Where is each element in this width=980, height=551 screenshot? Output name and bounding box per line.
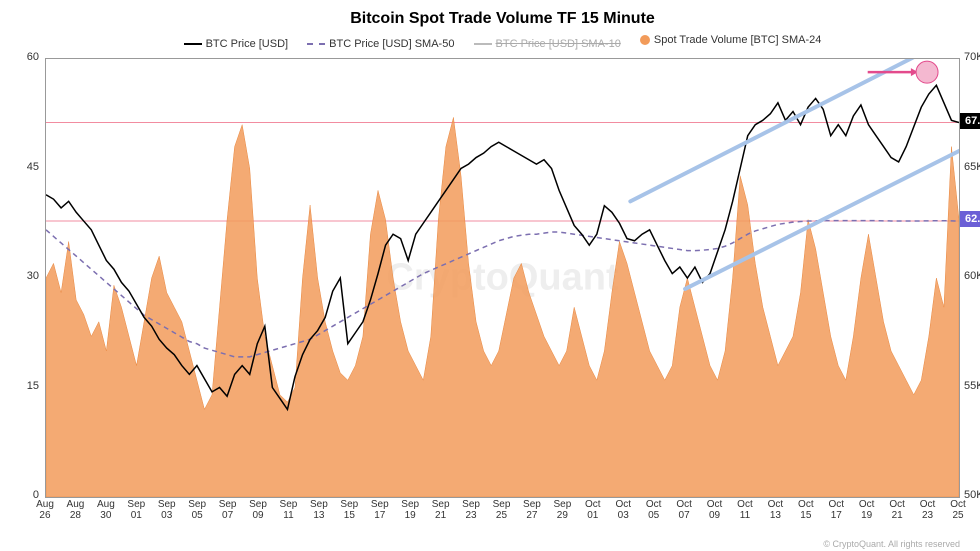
x-tick: Sep21 [432,499,450,521]
x-tick: Oct09 [707,499,723,521]
x-tick: Oct01 [585,499,601,521]
copyright-text: © CryptoQuant. All rights reserved [823,539,960,549]
legend-label: Spot Trade Volume [BTC] SMA-24 [654,34,822,46]
y-left-tick: 15 [27,380,39,392]
x-tick: Sep11 [280,499,298,521]
x-tick: Sep05 [188,499,206,521]
y-left-tick: 60 [27,51,39,63]
legend-volume: Spot Trade Volume [BTC] SMA-24 [640,34,822,46]
x-tick: Oct17 [828,499,844,521]
x-tick: Sep15 [340,499,358,521]
x-tick: Oct21 [889,499,905,521]
x-tick: Sep17 [371,499,389,521]
legend-line-icon [184,43,202,45]
y-left-tick: 45 [27,161,39,173]
x-tick: Oct13 [768,499,784,521]
x-tick: Sep07 [219,499,237,521]
legend-btc-price: BTC Price [USD] [184,38,289,50]
x-tick: Oct25 [950,499,966,521]
x-tick: Aug30 [97,499,115,521]
x-tick: Sep09 [249,499,267,521]
price-badge-current: 67.1K [960,113,980,129]
y-left-tick: 30 [27,270,39,282]
x-tick: Sep13 [310,499,328,521]
x-tick: Aug26 [36,499,54,521]
x-tick: Sep25 [493,499,511,521]
y-right-tick: 60K [964,270,980,282]
legend-dot-icon [640,35,650,45]
chart-container: Bitcoin Spot Trade Volume TF 15 Minute B… [0,0,980,551]
x-tick: Sep19 [401,499,419,521]
x-tick: Sep29 [553,499,571,521]
x-tick: Sep27 [523,499,541,521]
x-tick: Sep03 [158,499,176,521]
x-tick: Oct23 [920,499,936,521]
y-right-tick: 55K [964,380,980,392]
y-right-tick: 50K [964,489,980,501]
x-tick: Oct15 [798,499,814,521]
chart-title: Bitcoin Spot Trade Volume TF 15 Minute [45,10,960,28]
plot-area: CryptoQuant [45,58,960,498]
legend-line-icon [474,43,492,45]
legend-sma50: BTC Price [USD] SMA-50 [307,38,454,50]
legend-label: BTC Price [USD] SMA-50 [329,38,454,50]
price-badge-sma: 62.6K [960,211,980,227]
x-tick: Oct07 [676,499,692,521]
legend-sma10: BTC Price [USD] SMA-10 [474,38,621,50]
x-tick: Oct05 [646,499,662,521]
x-tick: Oct11 [737,499,753,521]
plot-svg [46,59,959,497]
x-tick: Aug28 [67,499,85,521]
legend-label: BTC Price [USD] SMA-10 [496,38,621,50]
legend: BTC Price [USD] BTC Price [USD] SMA-50 B… [45,34,960,50]
x-tick: Oct19 [859,499,875,521]
x-tick: Sep01 [127,499,145,521]
x-tick: Sep23 [462,499,480,521]
x-tick: Oct03 [615,499,631,521]
legend-dash-icon [307,43,325,45]
legend-label: BTC Price [USD] [206,38,289,50]
y-right-tick: 65K [964,161,980,173]
y-right-tick: 70K [964,51,980,63]
